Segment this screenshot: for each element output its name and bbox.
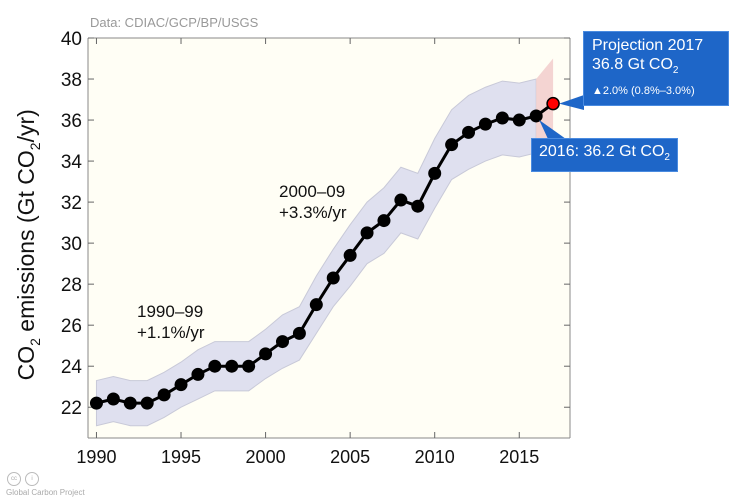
attribution-icon: i	[25, 472, 39, 486]
data-point	[191, 367, 205, 381]
data-point	[208, 359, 222, 373]
y-tick-label: 34	[61, 152, 83, 173]
data-point	[478, 117, 492, 131]
data-point	[123, 396, 137, 410]
y-tick-label: 40	[61, 29, 82, 50]
data-point	[360, 226, 374, 240]
y-tick-label: 32	[61, 193, 82, 214]
data-point	[89, 396, 103, 410]
data-point	[512, 113, 526, 127]
y-tick-label: 30	[61, 234, 82, 255]
projection-point	[546, 96, 560, 111]
y-tick-label: 28	[61, 275, 82, 296]
x-tick-label: 1995	[161, 447, 201, 467]
x-tick-label: 1990	[76, 447, 116, 467]
data-point	[275, 335, 289, 349]
data-point	[106, 392, 120, 406]
data-point	[428, 166, 442, 180]
data-point	[174, 378, 188, 392]
y-tick-label: 24	[61, 357, 83, 378]
value-2016-callout: 2016: 36.2 Gt CO2	[531, 138, 678, 173]
emissions-line	[96, 102, 554, 405]
x-tick-label: 2010	[415, 447, 455, 467]
y-tick-label: 38	[61, 70, 82, 91]
data-point	[495, 111, 509, 125]
credit-label: Global Carbon Project	[6, 488, 85, 497]
data-point	[157, 388, 171, 402]
value-callout-pointer	[539, 119, 566, 139]
data-source-note: Data: CDIAC/GCP/BP/USGS	[90, 15, 259, 30]
data-point	[242, 359, 256, 373]
data-point	[411, 199, 425, 213]
data-point	[259, 347, 273, 361]
y-tick-label: 22	[61, 398, 82, 419]
data-point	[309, 298, 323, 312]
annotation-2000s: 2000–09 +3.3%/yr	[279, 182, 347, 222]
data-point	[462, 125, 476, 139]
x-tick-label: 2005	[330, 447, 370, 467]
y-tick-label: 26	[61, 316, 82, 337]
x-tick-label: 2000	[246, 447, 286, 467]
data-point	[292, 326, 306, 340]
data-point	[394, 193, 408, 207]
data-point	[445, 138, 459, 152]
data-point	[326, 271, 340, 285]
x-tick-label: 2015	[499, 447, 539, 467]
data-point	[377, 214, 391, 228]
cc-license-icon: cc	[7, 472, 21, 486]
data-point	[343, 248, 357, 262]
projection-2017-callout: Projection 2017 36.8 Gt CO2 ▲2.0% (0.8%–…	[583, 31, 729, 107]
y-axis-label: CO2 emissions (Gt CO2/yr)	[13, 109, 43, 381]
data-point	[529, 109, 543, 123]
projection-callout-pointer	[559, 95, 584, 110]
data-point	[140, 396, 154, 410]
annotation-1990s: 1990–99 +1.1%/yr	[137, 302, 205, 342]
y-tick-label: 36	[61, 111, 82, 132]
data-point	[225, 359, 239, 373]
